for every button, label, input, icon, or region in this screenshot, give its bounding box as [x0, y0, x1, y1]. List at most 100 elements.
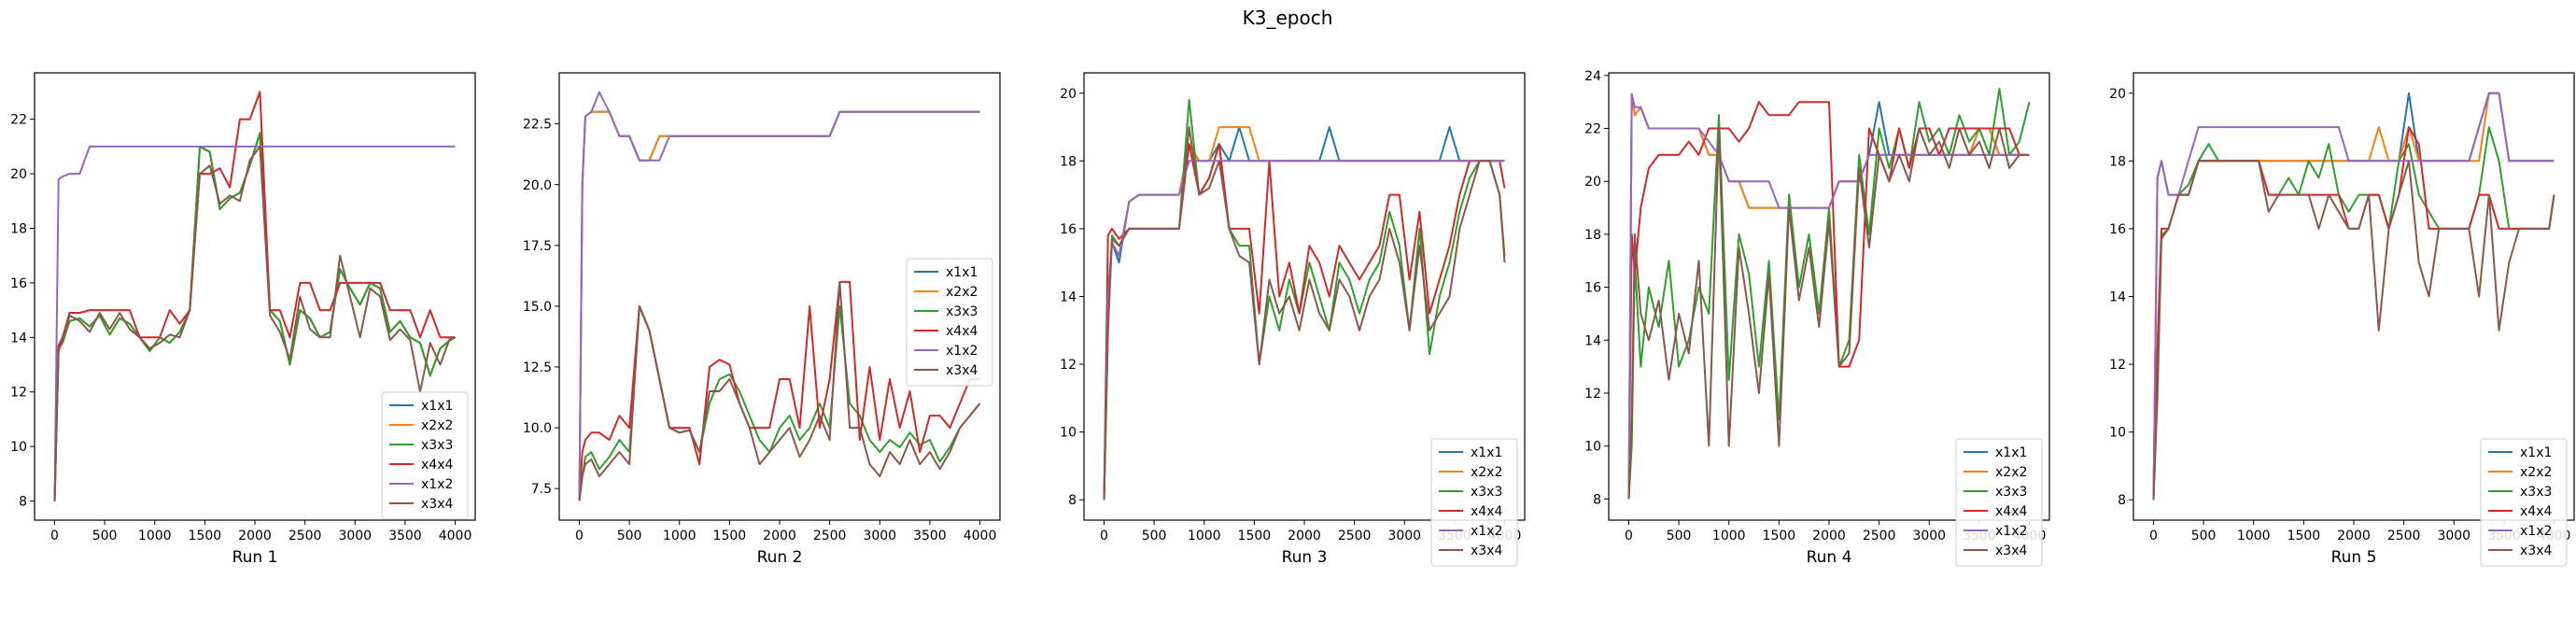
y-tick-label: 20: [10, 167, 27, 182]
legend-label-x3x4: x3x4: [1471, 543, 1502, 558]
legend-label-x1x1: x1x1: [946, 265, 978, 280]
series-line-x4x4: [53, 91, 456, 501]
x-tick-label: 0: [575, 529, 584, 543]
y-tick-label: 14: [1060, 290, 1077, 305]
x-tick-label: 1500: [1763, 529, 1796, 543]
legend-label-x1x1: x1x1: [2520, 445, 2552, 460]
legend-label-x1x1: x1x1: [1995, 445, 2027, 460]
y-tick-label: 8: [19, 495, 27, 510]
subplots: 0 500 1000 1500 2000 2500 3000 3500 400081012141…: [10, 69, 2575, 567]
y-tick-label: 20.0: [523, 178, 552, 193]
y-tick-label: 8: [1593, 492, 1601, 507]
legend-label-x4x4: x4x4: [421, 458, 453, 473]
y-tick-label: 18: [1584, 228, 1601, 243]
x-tick-label: 0: [1100, 529, 1108, 543]
y-tick-label: 7.5: [531, 482, 552, 497]
figure-title: K3_epoch: [1243, 7, 1333, 29]
legend-label-x1x2: x1x2: [2520, 524, 2552, 539]
legend: x1x1 x2x2 x3x3 x4x4 x1x2 x3x4: [1955, 438, 2043, 567]
x-tick-label: 1500: [1238, 529, 1272, 543]
subplot-run-5: 0500100015002000250030003500400081012141…: [2109, 72, 2575, 567]
series-line-x3x4: [1103, 126, 1506, 501]
x-axis-label: Run 2: [757, 548, 803, 567]
subplot-run-2: 0 500 1000 1500 2000 2500 3000 3500 4000 7.5 10.0 1…: [523, 72, 1001, 567]
y-tick-label: 12: [1584, 387, 1601, 402]
y-tick-label: 22.5: [523, 118, 552, 133]
y-tick-label: 14: [10, 331, 27, 346]
y-tick-label: 17.5: [523, 239, 552, 254]
legend-label-x1x2: x1x2: [421, 477, 453, 492]
x-tick-label: 1000: [1188, 529, 1221, 543]
x-tick-label: 2500: [2387, 529, 2421, 543]
legend-label-x4x4: x4x4: [1471, 504, 1502, 519]
x-tick-label: 500: [617, 529, 642, 543]
y-tick-label: 14: [2109, 290, 2126, 305]
legend-label-x1x1: x1x1: [421, 399, 453, 414]
x-tick-label: 500: [92, 529, 118, 543]
x-tick-label: 3000: [1912, 529, 1946, 543]
legend-label-x4x4: x4x4: [946, 324, 978, 339]
series-group: [53, 91, 456, 501]
series-line-x1x2: [1627, 92, 2030, 500]
x-tick-label: 3000: [338, 529, 372, 543]
legend-label-x3x3: x3x3: [1471, 485, 1502, 500]
series-line-x1x2: [578, 91, 980, 501]
legend-label-x1x1: x1x1: [1471, 445, 1502, 460]
legend-label-x3x3: x3x3: [2520, 485, 2552, 500]
x-tick-label: 3000: [1387, 529, 1421, 543]
x-tick-label: 2500: [813, 529, 847, 543]
y-tick-label: 10.0: [523, 421, 552, 436]
series-line-x3x3: [1627, 88, 2031, 500]
x-tick-label: 2500: [289, 529, 322, 543]
series-line-x3x4: [2152, 160, 2555, 501]
x-axis-label: Run 4: [1807, 548, 1852, 567]
y-tick-label: 10: [10, 440, 27, 455]
series-line-x3x3: [2152, 126, 2555, 501]
legend-label-x2x2: x2x2: [421, 418, 453, 433]
x-tick-label: 1500: [189, 529, 222, 543]
y-tick-label: 15.0: [523, 300, 552, 315]
y-tick-label: 16: [1060, 222, 1077, 237]
legend-label-x3x3: x3x3: [1995, 485, 2027, 500]
legend-label-x3x3: x3x3: [946, 304, 978, 319]
legend: x1x1 x2x2 x3x3 x4x4 x1x2 x3x4: [906, 258, 993, 387]
y-tick-label: 18: [10, 221, 27, 236]
x-axis-label: Run 1: [232, 548, 278, 567]
legend-label-x3x4: x3x4: [2520, 543, 2552, 558]
x-axis-label: Run 3: [1282, 548, 1328, 567]
x-tick-label: 500: [2191, 529, 2217, 543]
x-tick-label: 1000: [663, 529, 697, 543]
x-tick-label: 1500: [713, 529, 747, 543]
x-tick-label: 2000: [238, 529, 272, 543]
x-tick-label: 2000: [1288, 529, 1321, 543]
series-line-x3x3: [53, 132, 456, 501]
y-tick-label: 16: [1584, 281, 1601, 296]
y-tick-label: 16: [2109, 222, 2126, 237]
series-line-x3x4: [1627, 127, 2030, 500]
y-tick-label: 12: [2109, 358, 2126, 373]
y-tick-label: 10: [1584, 440, 1601, 455]
x-tick-label: 3000: [863, 529, 896, 543]
legend-label-x4x4: x4x4: [1995, 504, 2027, 519]
legend-label-x2x2: x2x2: [2520, 465, 2552, 480]
y-tick-label: 12: [10, 386, 27, 401]
series-line-x1x2: [2152, 92, 2555, 501]
y-tick-label: 10: [1060, 426, 1077, 441]
x-tick-label: 3500: [388, 529, 422, 543]
legend: x1x1 x2x2 x3x3 x4x4 x1x2 x3x4: [381, 391, 469, 520]
subplot-run-4: 0500100015002000250030003500400081012141…: [1584, 69, 2050, 567]
y-tick-label: 18: [2109, 154, 2126, 169]
y-tick-label: 22: [1584, 122, 1601, 137]
x-tick-label: 1000: [2237, 529, 2271, 543]
series-group: [1627, 88, 2031, 500]
x-tick-label: 1000: [138, 529, 172, 543]
legend-label-x3x4: x3x4: [1995, 543, 2027, 558]
subplot-run-3: 0500100015002000250030003500400081012141…: [1060, 72, 1526, 567]
series-group: [578, 91, 981, 501]
series-line-x1x2: [1103, 160, 1505, 501]
legend-label-x1x2: x1x2: [1471, 524, 1502, 539]
x-tick-label: 500: [1142, 529, 1167, 543]
series-line-x1x2: [53, 145, 456, 501]
x-tick-label: 2500: [1338, 529, 1372, 543]
